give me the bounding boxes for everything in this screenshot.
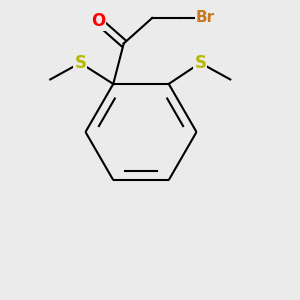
Text: S: S <box>194 54 206 72</box>
Text: O: O <box>91 12 105 30</box>
Text: Br: Br <box>196 11 215 26</box>
Text: S: S <box>74 54 86 72</box>
